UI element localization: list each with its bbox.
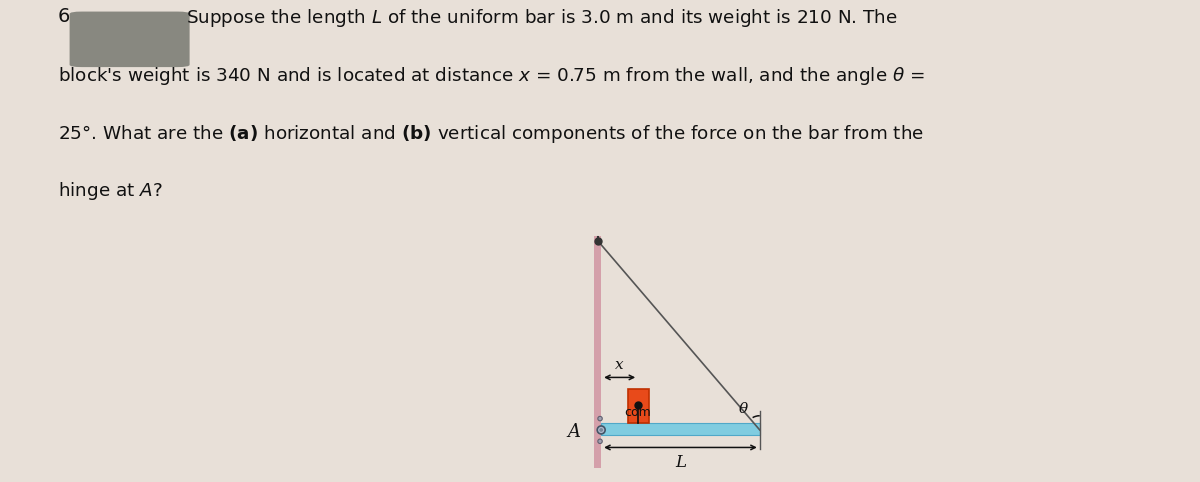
Text: 6.: 6.: [58, 7, 77, 26]
Circle shape: [598, 426, 605, 434]
Circle shape: [599, 428, 604, 432]
Text: θ: θ: [739, 402, 748, 416]
Bar: [594, 236, 601, 468]
FancyBboxPatch shape: [70, 12, 190, 67]
Circle shape: [598, 439, 602, 443]
Text: com: com: [625, 406, 652, 419]
Circle shape: [598, 416, 602, 421]
Circle shape: [599, 441, 601, 442]
Bar: [601, 423, 760, 435]
Text: L: L: [674, 454, 686, 471]
Text: hinge at $A$?: hinge at $A$?: [58, 180, 162, 202]
Text: block's weight is 340 N and is located at distance $x$ = 0.75 m from the wall, a: block's weight is 340 N and is located a…: [58, 65, 924, 87]
Text: A: A: [568, 423, 581, 441]
Bar: [628, 389, 648, 423]
Circle shape: [599, 417, 601, 419]
Text: Suppose the length $L$ of the uniform bar is 3.0 m and its weight is 210 N. The: Suppose the length $L$ of the uniform ba…: [186, 7, 898, 29]
Text: 25°. What are the $\bf{(a)}$ horizontal and $\bf{(b)}$ vertical components of th: 25°. What are the $\bf{(a)}$ horizontal …: [58, 122, 924, 145]
Text: x: x: [616, 358, 624, 372]
